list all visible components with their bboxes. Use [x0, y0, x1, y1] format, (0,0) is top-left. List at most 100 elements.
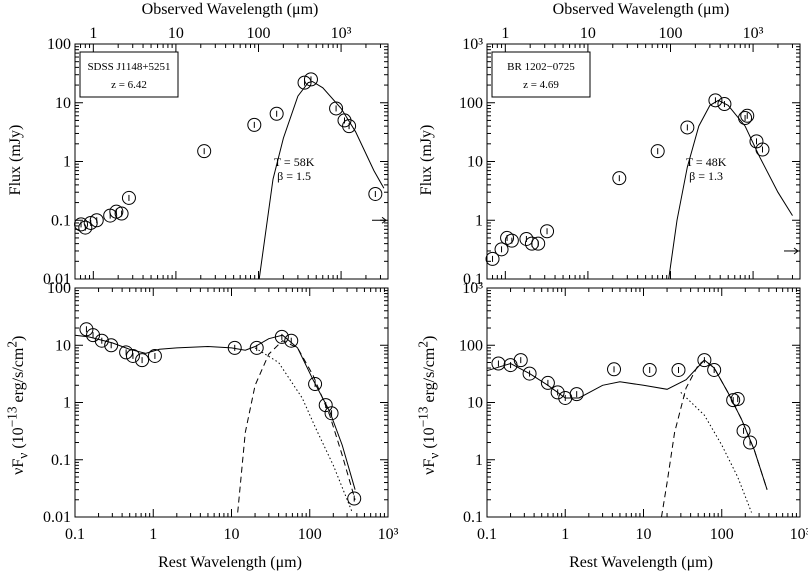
x-tick-label: 100 [710, 526, 734, 543]
data-point [494, 242, 509, 257]
data-point [513, 353, 528, 368]
data-point [671, 362, 686, 377]
data-point [540, 375, 555, 390]
data-point [740, 108, 755, 123]
data-point [284, 333, 299, 348]
y-tick-label: 0.1 [463, 509, 483, 526]
y-tick-label: 0.01 [43, 271, 71, 288]
data-point [531, 236, 546, 251]
data-point [607, 362, 622, 377]
y-tick-label: 0.1 [51, 452, 71, 469]
data-point [540, 224, 555, 239]
x-tick-label: 10 [636, 526, 652, 543]
y-axis-title-top-left: Flux (mJy) [7, 125, 24, 196]
y-tick-label: 10³ [462, 36, 483, 53]
y-axis-title-bottom-left: νFν (10−13 erg/s/cm2) [4, 335, 31, 475]
y-axis-title-top-right: Flux (mJy) [418, 125, 435, 196]
y-tick-label: 10 [467, 154, 483, 171]
y-tick-label: 1 [63, 395, 71, 412]
data-point [717, 97, 732, 112]
data-point [726, 393, 741, 408]
chart-panel-1: 1 10 100 10³ 0.01 0.1 1 10 100 SDSS J1148+5251 z =… [43, 25, 389, 288]
greybody-fit-line [258, 80, 385, 280]
data-point [550, 385, 565, 400]
x-tick-label: 1 [501, 25, 509, 42]
object-label-box [79, 51, 179, 98]
x-tick-label: 0.1 [477, 526, 497, 543]
redshift-label: z = 4.69 [523, 79, 559, 91]
y-tick-label: 1 [475, 452, 483, 469]
plot-frame [74, 287, 389, 518]
x-tick-label: 10³ [331, 25, 352, 42]
data-point [522, 366, 537, 381]
x-tick-label: 1 [149, 526, 157, 543]
data-point [269, 106, 284, 121]
y-tick-label: 1 [475, 212, 483, 229]
data-point [247, 117, 262, 132]
y-axis-title-bottom-right: νFν (10−13 erg/s/cm2) [415, 335, 442, 475]
y-tick-label: 10 [55, 95, 71, 112]
x-tick-label: 10³ [378, 526, 399, 543]
data-point [697, 353, 712, 368]
data-point [368, 186, 383, 201]
x-tick-label: 100 [246, 25, 270, 42]
x-tick-label: 10³ [790, 526, 808, 543]
y-tick-label: 10 [467, 395, 483, 412]
data-point [347, 491, 362, 506]
x-tick-label: 10 [580, 25, 596, 42]
x-tick-label: 1 [89, 25, 97, 42]
data-point [612, 171, 627, 186]
upper-limit-arrowhead [793, 247, 799, 255]
data-point [329, 101, 344, 116]
y-tick-label: 1 [63, 154, 71, 171]
data-point [125, 348, 140, 363]
model-line-solid [74, 334, 356, 490]
y-tick-label: 10³ [462, 280, 483, 297]
data-point [89, 213, 104, 228]
top-axis-title-right: Observed Wavelength (μm) [553, 1, 730, 18]
y-tick-label: 100 [47, 36, 71, 53]
plot-frame [486, 287, 801, 518]
y-tick-label: 100 [459, 337, 483, 354]
fit-parameter: β = 1.3 [689, 169, 723, 183]
x-tick-label: 10 [168, 25, 184, 42]
data-point [94, 333, 109, 348]
data-point [504, 233, 519, 248]
x-tick-label: 1 [561, 526, 569, 543]
data-point [569, 387, 584, 402]
data-point [342, 119, 357, 134]
x-tick-label: 0.1 [65, 526, 85, 543]
bottom-axis-title-left: Rest Wavelength (μm) [158, 554, 302, 571]
data-point [297, 75, 312, 90]
data-point [227, 340, 242, 355]
model-line-dotted [680, 392, 752, 513]
model-line-solid [486, 359, 768, 490]
data-point [708, 93, 723, 108]
data-point [104, 338, 119, 353]
data-point [74, 217, 89, 232]
data-point [743, 435, 758, 450]
bottom-axis-title-right: Rest Wavelength (μm) [569, 554, 713, 571]
fit-parameter: T = 48K [686, 155, 727, 169]
fit-parameter: T = 58K [274, 155, 315, 169]
y-tick-label: 0.1 [463, 271, 483, 288]
object-name: BR 1202−0725 [507, 61, 575, 73]
redshift-label: z = 6.42 [111, 79, 147, 91]
data-point [303, 72, 318, 87]
data-point [249, 340, 264, 355]
chart-panel-4: 0.1 1 10 100 10³ 0.1 1 10 100 10³ [459, 280, 808, 543]
data-point [135, 353, 150, 368]
x-tick-label: 100 [298, 526, 322, 543]
fit-parameter: β = 1.5 [277, 169, 311, 183]
y-tick-label: 10 [55, 337, 71, 354]
data-point [119, 345, 134, 360]
data-point [736, 423, 751, 438]
data-point [197, 144, 212, 159]
data-point [324, 406, 339, 421]
data-point [485, 251, 500, 266]
x-tick-label: 100 [658, 25, 682, 42]
data-point [121, 190, 136, 205]
data-point [491, 356, 506, 371]
